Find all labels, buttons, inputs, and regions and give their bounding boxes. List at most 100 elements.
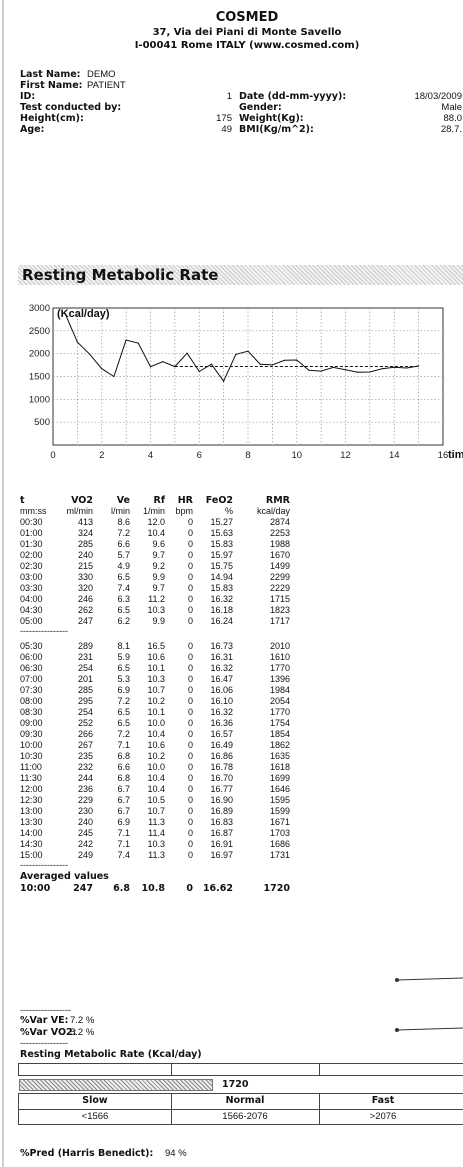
table-cell: 4.9: [117, 561, 130, 571]
table-cell: 230: [77, 806, 93, 816]
table-cell: 9.9: [152, 572, 165, 582]
rmr-data-point: [308, 369, 310, 371]
table-cell: 1717: [269, 616, 290, 626]
table-cell: 16.78: [210, 762, 233, 772]
table-cell: 03:30: [20, 583, 43, 593]
table-header-cell: HR: [177, 495, 193, 506]
table-cell: 2010: [269, 641, 290, 651]
table-cell: 229: [77, 795, 93, 805]
section-title-band: Resting Metabolic Rate: [18, 265, 463, 285]
test-conducted-label: Test conducted by:: [20, 102, 122, 113]
table-cell: 01:00: [20, 528, 43, 538]
x-tick-label: 14: [389, 450, 400, 461]
table-cell: 13:30: [20, 817, 43, 827]
table-cell: 0: [187, 718, 193, 728]
table-cell: 1731: [269, 850, 290, 860]
age-label: Age:: [20, 124, 45, 135]
rmr-data-point: [259, 363, 261, 365]
table-cell: 240: [77, 817, 93, 827]
table-cell: 6.2: [117, 616, 130, 626]
rmr-data-point: [247, 350, 249, 352]
table-cell: 04:00: [20, 594, 43, 604]
table-cell: 03:00: [20, 572, 43, 582]
rmr-data-point: [369, 371, 371, 373]
var-separator-bottom: ----------------: [20, 1038, 68, 1048]
table-separator: ----------------: [20, 860, 68, 870]
table-cell: 252: [77, 718, 93, 728]
rmr-data-point: [235, 353, 237, 355]
table-cell: 7.2: [117, 696, 130, 706]
table-cell: 11.4: [148, 828, 165, 838]
table-cell: 16.83: [210, 817, 233, 827]
table-header-cell: FeO2: [205, 495, 233, 506]
table-cell: 0: [187, 729, 193, 739]
rmr-scale-box: [18, 1063, 463, 1076]
table-cell: 10.7: [147, 685, 165, 695]
averaged-cell: 0: [186, 883, 193, 894]
table-cell: 0: [187, 517, 193, 527]
table-cell: 12:30: [20, 795, 43, 805]
table-cell: 235: [77, 751, 93, 761]
table-cell: 11:30: [20, 773, 42, 783]
table-cell: 246: [77, 594, 93, 604]
category-fast-label: Fast: [371, 1095, 395, 1106]
bmi-label: BMI(Kg/m^2):: [239, 124, 314, 135]
height-label: Height(cm):: [20, 113, 84, 124]
table-cell: 16.57: [210, 729, 233, 739]
var-vo2-label: %Var VO2:: [20, 1027, 77, 1038]
table-cell: 0: [187, 839, 193, 849]
table-cell: 330: [77, 572, 93, 582]
x-tick-label: 12: [340, 450, 351, 461]
table-cell: 5.9: [117, 652, 130, 662]
table-cell: 10.6: [147, 652, 165, 662]
table-cell: 06:30: [20, 663, 43, 673]
table-cell: 0: [187, 795, 193, 805]
table-cell: 2874: [269, 517, 290, 527]
table-cell: 0: [187, 528, 193, 538]
page-edge: [2, 0, 4, 1167]
y-tick-label: 500: [34, 417, 50, 428]
rmr-data-point: [271, 364, 273, 366]
table-cell: 16.49: [210, 740, 233, 750]
table-cell: 1686: [269, 839, 290, 849]
table-cell: 16.06: [210, 685, 233, 695]
table-cell: 215: [77, 561, 93, 571]
table-cell: 07:00: [20, 674, 43, 684]
table-cell: 262: [77, 605, 93, 615]
table-cell: 0: [187, 828, 193, 838]
rmr-series-line: [64, 313, 419, 383]
table-unit-cell: 1/min: [142, 506, 165, 516]
table-cell: 0: [187, 740, 193, 750]
table-cell: 08:30: [20, 707, 43, 717]
table-cell: 10.4: [147, 773, 165, 783]
table-cell: 10.6: [147, 740, 165, 750]
weight-value: 88.0: [443, 113, 463, 124]
table-cell: 11.2: [148, 594, 165, 604]
rmr-data-point: [162, 361, 164, 363]
table-cell: 7.1: [117, 740, 130, 750]
table-cell: 0: [187, 685, 193, 695]
table-cell: 9.9: [152, 616, 165, 626]
table-cell: 1984: [269, 685, 290, 695]
table-cell: 7.2: [117, 729, 130, 739]
category-fast-range: >2076: [369, 1111, 397, 1122]
table-cell: 254: [77, 663, 93, 673]
table-header-cell: RMR: [265, 495, 290, 506]
table-cell: 7.4: [117, 850, 130, 860]
rmr-data-point: [88, 353, 91, 355]
rmr-category-table: [18, 1093, 463, 1125]
table-cell: 1770: [269, 707, 290, 717]
y-tick-label: 2500: [29, 326, 50, 337]
rmr-data-point: [357, 371, 359, 373]
table-cell: 2253: [269, 528, 290, 538]
table-cell: 0: [187, 550, 193, 560]
table-cell: 1770: [269, 663, 290, 673]
table-cell: 10.3: [147, 605, 165, 615]
table-cell: 0: [187, 652, 193, 662]
rmr-data-point: [101, 368, 103, 370]
averaged-label: Averaged values: [20, 871, 109, 882]
table-cell: 10.0: [147, 762, 165, 772]
age-value: 49: [221, 124, 232, 135]
table-cell: 1670: [269, 550, 290, 560]
table-cell: 5.3: [117, 674, 130, 684]
